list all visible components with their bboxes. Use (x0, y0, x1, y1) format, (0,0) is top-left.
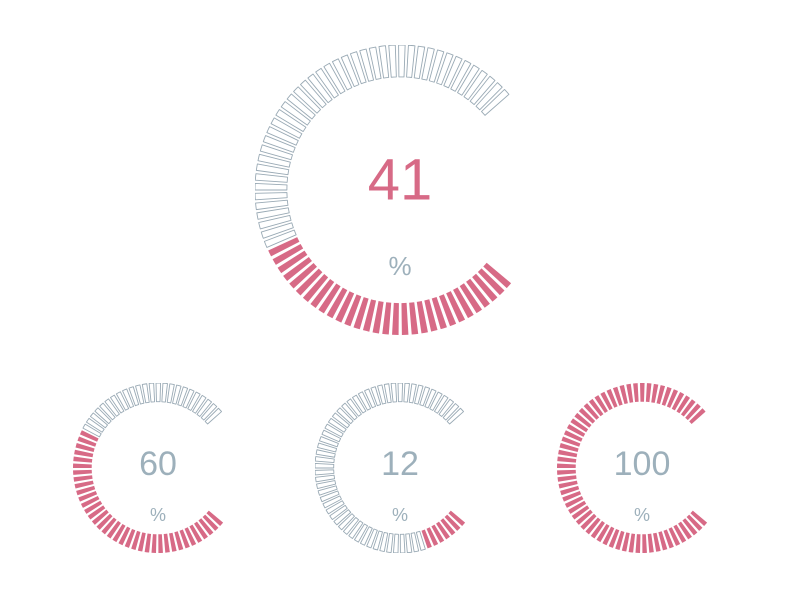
gauge-tick-filled (151, 534, 156, 553)
gauge-tick-filled (392, 303, 399, 335)
gauge-tick-empty (257, 208, 289, 219)
gauge-percent-label: % (392, 505, 408, 525)
gauge-tick-empty (425, 389, 436, 408)
gauge-tick-filled (646, 383, 652, 402)
gauge-tick-filled (642, 534, 647, 553)
gauge-tick-empty (380, 532, 388, 551)
gauge-tick-empty (369, 47, 381, 79)
gauge-small-2: 12% (315, 383, 485, 553)
gauge-value: 41 (368, 147, 433, 212)
gauge-tick-empty (256, 200, 288, 209)
gauge-tick-empty (178, 387, 188, 406)
gauge-value: 100 (614, 445, 671, 483)
gauge-tick-filled (635, 534, 640, 553)
gauge-percent-label: % (388, 251, 411, 281)
gauge-tick-empty (420, 387, 430, 406)
gauge-tick-filled (409, 302, 418, 334)
gauge-tick-empty (256, 164, 288, 175)
gauge-small-1: 60% (73, 383, 243, 553)
gauge-tick-empty (407, 45, 415, 77)
gauge-tick-filled (382, 302, 391, 334)
gauge-tick-empty (319, 437, 338, 447)
gauge-tick-empty (156, 383, 161, 402)
gauge-tick-filled (401, 303, 408, 335)
gauge-tick-empty (123, 389, 134, 408)
gauge-tick-filled (557, 463, 576, 468)
gauge-tick-empty (393, 534, 398, 553)
gauge-tick-empty (149, 383, 154, 402)
gauge-tick-filled (648, 534, 654, 553)
gauge-tick-empty (371, 387, 381, 406)
gauge-tick-empty (317, 481, 336, 489)
gauge-tick-filled (145, 533, 151, 552)
gauge-tick-empty (429, 50, 444, 82)
gauge-tick-filled (557, 470, 576, 475)
gauge-small-3: 100% (557, 383, 727, 553)
gauge-tick-filled (158, 534, 163, 553)
gauge-tick-empty (389, 45, 397, 77)
gauge-tick-empty (255, 174, 287, 183)
gauge-tick-filled (557, 457, 576, 463)
gauge-tick-empty (320, 491, 339, 502)
gauge-tick-empty (315, 457, 334, 463)
gauge-tick-empty (129, 387, 139, 406)
gauge-tick-empty (260, 145, 292, 160)
gauge-infographic: 41%60%12%100% (0, 0, 800, 600)
gauge-tick-filled (73, 470, 92, 475)
gauge-tick-filled (74, 475, 93, 482)
gauge-tick-empty (406, 534, 412, 553)
gauge-tick-filled (633, 383, 638, 402)
gauge-tick-empty (261, 223, 293, 238)
gauge-tick-empty (367, 529, 378, 548)
gauge-percent-label: % (634, 505, 650, 525)
gauge-tick-empty (391, 383, 396, 402)
gauge-tick-empty (399, 45, 406, 77)
gauge-tick-empty (259, 215, 291, 229)
gauge-tick-empty (404, 383, 410, 402)
gauge-tick-empty (183, 389, 194, 408)
gauge-tick-empty (360, 49, 374, 81)
gauge-tick-empty (398, 383, 403, 402)
gauge-tick-filled (651, 384, 658, 403)
gauge-tick-empty (400, 534, 405, 553)
gauge-tick-filled (558, 475, 577, 482)
gauge-tick-filled (629, 533, 635, 552)
gauge-value: 12 (381, 445, 419, 483)
gauge-tick-empty (365, 389, 376, 408)
gauge-tick-empty (482, 89, 509, 115)
gauge-tick-empty (255, 183, 287, 190)
gauge-tick-filled (73, 463, 92, 468)
gauge-percent-label: % (150, 505, 166, 525)
gauge-tick-empty (315, 463, 334, 468)
gauge-tick-filled (640, 383, 645, 402)
gauge-tick-empty (315, 470, 334, 475)
gauge-tick-filled (626, 384, 633, 403)
gauge-main: 41% (255, 45, 545, 335)
gauge-tick-filled (164, 534, 170, 553)
gauge-tick-filled (73, 457, 92, 463)
gauge-value: 60 (139, 445, 177, 483)
gauge-tick-empty (162, 383, 168, 402)
gauge-tick-empty (255, 193, 287, 200)
